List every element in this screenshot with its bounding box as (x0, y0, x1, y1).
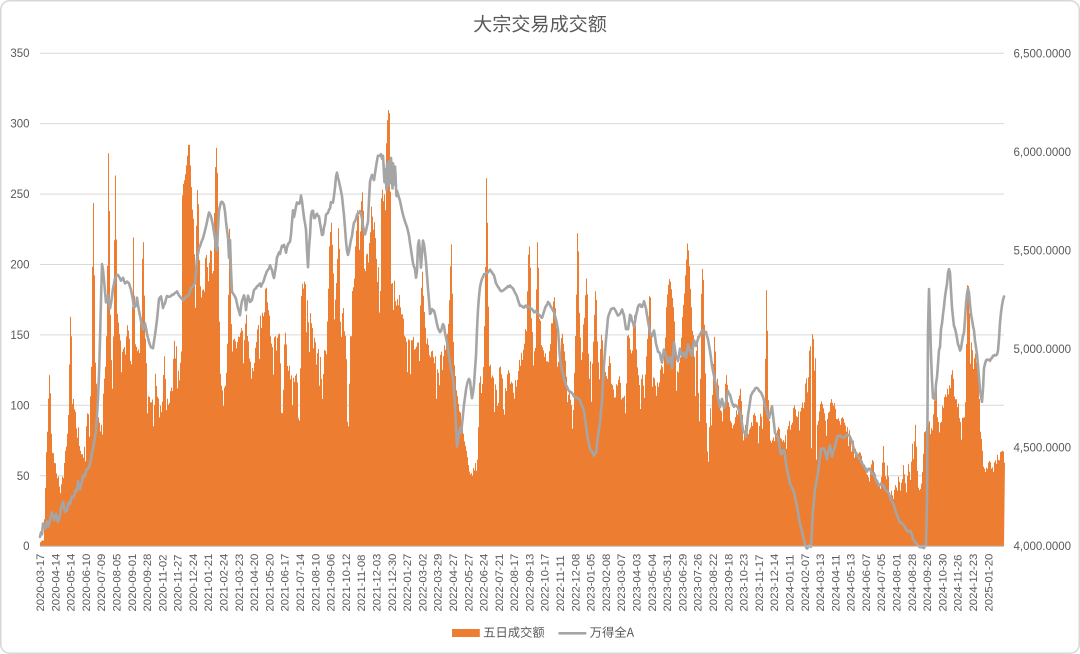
svg-text:2021-10-12: 2021-10-12 (341, 554, 353, 612)
svg-text:2022-01-27: 2022-01-27 (402, 554, 414, 612)
svg-text:2022-06-24: 2022-06-24 (479, 554, 491, 612)
svg-text:2024-06-07: 2024-06-07 (861, 554, 873, 612)
svg-text:200: 200 (10, 260, 29, 272)
svg-text:2020-04-14: 2020-04-14 (50, 554, 62, 612)
svg-text:5,500.0000: 5,500.0000 (1014, 246, 1072, 258)
svg-text:2021-09-06: 2021-09-06 (326, 554, 338, 612)
svg-text:2020-08-05: 2020-08-05 (112, 554, 124, 612)
svg-text:2023-06-29: 2023-06-29 (677, 554, 689, 612)
svg-text:6,500.0000: 6,500.0000 (1014, 48, 1072, 60)
svg-text:350: 350 (10, 48, 29, 60)
svg-text:2023-02-08: 2023-02-08 (601, 554, 613, 612)
svg-text:2024-01-11: 2024-01-11 (785, 555, 797, 612)
svg-text:2021-11-08: 2021-11-08 (356, 555, 368, 612)
svg-text:2023-04-03: 2023-04-03 (632, 554, 644, 612)
svg-text:2022-09-13: 2022-09-13 (524, 554, 536, 612)
svg-text:2024-12-23: 2024-12-23 (968, 554, 980, 612)
svg-text:100: 100 (10, 400, 29, 412)
svg-text:2020-11-27: 2020-11-27 (173, 555, 185, 612)
svg-text:2024-08-28: 2024-08-28 (907, 554, 919, 612)
svg-text:2020-12-24: 2020-12-24 (188, 554, 200, 612)
svg-text:2024-07-05: 2024-07-05 (876, 554, 888, 612)
svg-text:2023-11-17: 2023-11-17 (754, 555, 766, 612)
svg-text:2023-05-04: 2023-05-04 (647, 554, 659, 612)
svg-text:2024-05-13: 2024-05-13 (846, 554, 858, 612)
svg-text:2024-11-26: 2024-11-26 (953, 555, 965, 612)
svg-text:250: 250 (10, 189, 29, 201)
svg-text:0: 0 (23, 541, 29, 553)
svg-text:2023-12-14: 2023-12-14 (769, 554, 781, 612)
svg-text:2020-09-28: 2020-09-28 (142, 554, 154, 612)
svg-text:2021-04-20: 2021-04-20 (249, 554, 261, 612)
svg-text:4,500.0000: 4,500.0000 (1014, 443, 1072, 455)
svg-text:2021-02-24: 2021-02-24 (219, 554, 231, 612)
svg-text:2020-03-17: 2020-03-17 (35, 554, 47, 612)
svg-text:2021-01-21: 2021-01-21 (203, 554, 215, 612)
svg-text:2022-10-17: 2022-10-17 (540, 554, 552, 612)
svg-text:2022-03-02: 2022-03-02 (417, 554, 429, 612)
svg-text:2024-10-30: 2024-10-30 (937, 554, 949, 612)
svg-text:2024-09-26: 2024-09-26 (922, 554, 934, 612)
svg-text:2020-11-02: 2020-11-02 (157, 555, 169, 612)
svg-text:2023-05-31: 2023-05-31 (662, 554, 674, 612)
svg-text:6,000.0000: 6,000.0000 (1014, 147, 1072, 159)
svg-text:2020-05-14: 2020-05-14 (66, 554, 78, 612)
svg-text:2023-09-18: 2023-09-18 (723, 554, 735, 612)
svg-text:2023-10-23: 2023-10-23 (739, 554, 751, 612)
svg-text:2022-07-21: 2022-07-21 (494, 554, 506, 612)
svg-text:2022-11-11: 2022-11-11 (555, 555, 567, 611)
svg-text:2021-08-10: 2021-08-10 (310, 554, 322, 612)
svg-text:2025-01-20: 2025-01-20 (983, 554, 995, 612)
svg-text:2022-04-27: 2022-04-27 (448, 554, 460, 612)
svg-text:50: 50 (17, 471, 30, 483)
svg-text:2023-03-07: 2023-03-07 (616, 554, 628, 612)
svg-text:2024-03-13: 2024-03-13 (815, 554, 827, 612)
svg-text:2021-12-30: 2021-12-30 (387, 554, 399, 612)
svg-text:150: 150 (10, 330, 29, 342)
svg-text:2020-06-10: 2020-06-10 (81, 554, 93, 612)
svg-text:2020-09-01: 2020-09-01 (127, 554, 139, 612)
svg-text:2021-07-14: 2021-07-14 (295, 554, 307, 612)
svg-text:300: 300 (10, 119, 29, 131)
svg-text:2021-06-17: 2021-06-17 (280, 554, 292, 612)
svg-text:2021-03-23: 2021-03-23 (234, 554, 246, 612)
svg-text:2020-07-09: 2020-07-09 (96, 554, 108, 612)
svg-text:2022-03-29: 2022-03-29 (433, 554, 445, 612)
svg-text:5,000.0000: 5,000.0000 (1014, 344, 1072, 356)
svg-text:2022-08-17: 2022-08-17 (509, 554, 521, 612)
svg-text:2024-08-01: 2024-08-01 (892, 554, 904, 612)
svg-text:2024-04-11: 2024-04-11 (830, 555, 842, 612)
svg-text:2021-12-03: 2021-12-03 (372, 554, 384, 612)
svg-text:2023-08-22: 2023-08-22 (708, 554, 720, 612)
svg-text:4,000.0000: 4,000.0000 (1014, 541, 1072, 553)
svg-text:2023-07-26: 2023-07-26 (693, 554, 705, 612)
svg-text:2023-01-05: 2023-01-05 (586, 554, 598, 612)
svg-text:2024-02-07: 2024-02-07 (800, 554, 812, 612)
svg-text:2022-12-08: 2022-12-08 (570, 554, 582, 612)
svg-text:2022-05-27: 2022-05-27 (463, 554, 475, 612)
svg-text:2021-05-20: 2021-05-20 (264, 554, 276, 612)
